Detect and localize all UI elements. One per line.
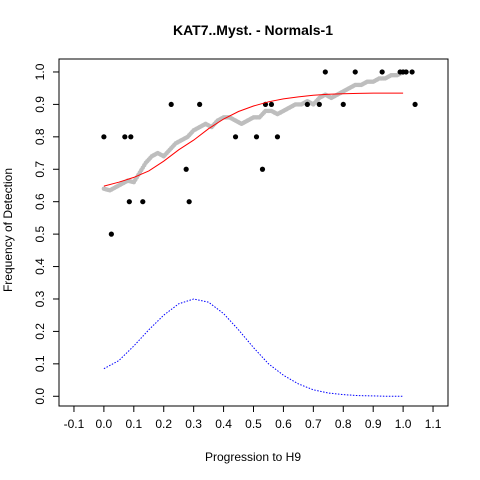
y-tick-label: 1.0 — [33, 63, 47, 80]
x-tick-label: 0.6 — [275, 417, 292, 431]
x-tick-label: -0.1 — [64, 417, 85, 431]
data-point — [259, 166, 266, 172]
data-point — [352, 69, 358, 75]
data-point — [304, 101, 310, 108]
data-point — [268, 101, 275, 108]
y-tick-label: 0.7 — [33, 161, 47, 178]
data-point — [322, 69, 328, 75]
x-axis: -0.1 0.0 0.1 0.2 0.3 0.4 0.5 0.6 0.7 0.8 0.9 1.0 1.1 — [64, 406, 442, 431]
y-tick-label: 0.1 — [33, 355, 47, 372]
data-point — [403, 69, 409, 75]
x-tick-label: 0.0 — [96, 417, 113, 431]
data-point — [126, 199, 132, 205]
y-tick-label: 0.8 — [33, 128, 47, 145]
data-point — [101, 134, 107, 140]
data-point — [253, 134, 260, 140]
x-tick-label: 0.3 — [185, 417, 202, 431]
data-point — [122, 134, 128, 140]
chart-title: KAT7..Myst. - Normals-1 — [173, 22, 333, 38]
x-tick-label: 0.8 — [335, 417, 352, 431]
fit-line — [103, 92, 404, 187]
data-point — [316, 101, 322, 108]
x-tick-label: 0.7 — [305, 417, 322, 431]
series-layer — [101, 69, 418, 397]
y-tick-label: 0.5 — [33, 225, 47, 242]
data-point — [232, 134, 239, 140]
plot-frame — [58, 58, 449, 407]
x-tick-label: 1.0 — [395, 417, 412, 431]
y-tick-label: 0.3 — [33, 290, 47, 307]
data-point — [379, 69, 385, 75]
y-axis-label: Frequency of Detection — [1, 168, 15, 292]
data-point — [128, 134, 134, 140]
data-point — [168, 101, 174, 108]
data-point — [412, 101, 418, 108]
y-tick-label: 0.0 — [33, 388, 47, 405]
data-point — [186, 199, 192, 205]
y-tick-label: 0.4 — [33, 258, 47, 275]
data-point — [108, 231, 114, 237]
y-tick-label: 0.2 — [33, 323, 47, 340]
data-point — [274, 134, 281, 140]
density-line — [103, 298, 404, 397]
data-point — [183, 166, 189, 172]
x-axis-label: Progression to H9 — [205, 450, 301, 464]
x-tick-label: 0.5 — [245, 417, 262, 431]
data-point — [409, 69, 415, 75]
data-point — [140, 199, 146, 205]
y-tick-label: 0.9 — [33, 96, 47, 113]
x-tick-label: 0.1 — [125, 417, 142, 431]
y-axis: 0.0 0.1 0.2 0.3 0.4 0.5 0.6 0.7 0.8 0.9 1.0 — [33, 63, 59, 405]
data-point — [340, 101, 346, 108]
x-tick-label: 1.1 — [425, 417, 442, 431]
x-tick-label: 0.9 — [365, 417, 382, 431]
x-tick-label: 0.2 — [155, 417, 172, 431]
y-tick-label: 0.6 — [33, 193, 47, 210]
x-tick-label: 0.4 — [215, 417, 232, 431]
data-point — [197, 101, 203, 108]
